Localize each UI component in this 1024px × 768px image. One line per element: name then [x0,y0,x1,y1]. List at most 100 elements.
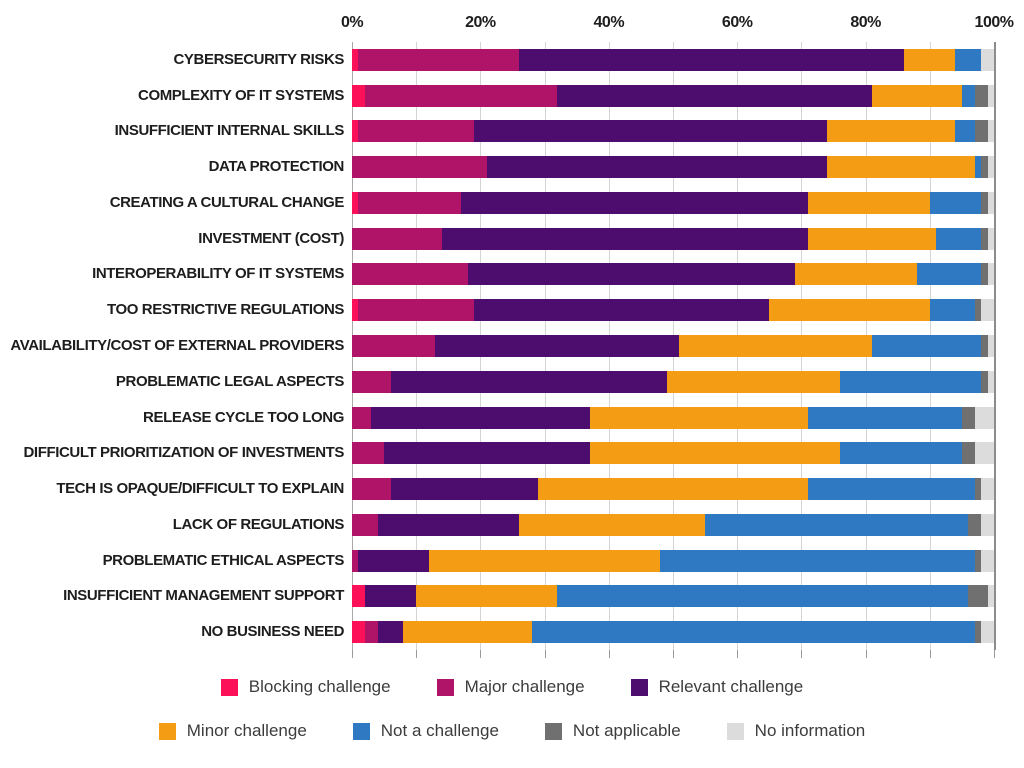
legend-item-major-challenge: Major challenge [436,677,585,697]
category-label: DATA PROTECTION [208,158,345,176]
x-axis-label-100: 100% [974,14,1014,31]
category-label: DIFFICULT PRIORITIZATION OF INVESTMENTS [23,444,345,462]
segment-relevant-challenge [377,513,519,536]
segment-not-applicable [968,513,982,536]
segment-no-information [987,335,994,357]
category-label: RELEASE CYCLE TOO LONG [143,408,344,426]
legend-item-no-information: No information [726,721,865,741]
segment-not-a-challenge [705,513,969,536]
segment-major-challenge [352,406,372,429]
bar-row [352,478,994,501]
x-axis-label-0: 0% [340,14,364,31]
segment-no-information [981,299,994,322]
bar-row [352,513,994,536]
segment-relevant-challenge [384,442,590,465]
segment-not-a-challenge [839,370,982,393]
segment-not-applicable [961,406,975,429]
segment-not-a-challenge [557,585,969,608]
segment-no-information [987,84,994,107]
segment-major-challenge [352,335,436,357]
segment-relevant-challenge [486,156,828,179]
legend-swatch [436,678,454,696]
axis-tick-50 [673,650,674,658]
legend-item-relevant-challenge: Relevant challenge [630,677,804,697]
segment-no-information [987,191,994,214]
legend-swatch [630,678,648,696]
segment-minor-challenge [403,621,532,644]
segment-blocking-challenge [352,299,359,322]
segment-relevant-challenge [371,406,590,429]
segment-relevant-challenge [435,335,680,357]
segment-minor-challenge [416,585,558,608]
segment-not-applicable [974,299,982,322]
segment-no-information [981,478,994,501]
category-label: TOO RESTRICTIVE REGULATIONS [107,301,344,319]
segment-major-challenge [352,442,385,465]
segment-no-information [987,263,994,286]
segment-minor-challenge [589,442,840,465]
segment-no-information [987,120,994,143]
category-labels: CYBERSECURITY RISKS COMPLEXITY OF IT SYST… [0,42,344,650]
segment-not-a-challenge [936,227,982,250]
segment-not-a-challenge [660,549,975,572]
segment-not-applicable [974,478,982,501]
segment-not-applicable [981,191,988,214]
segment-no-information [987,156,994,179]
segment-no-information [981,621,994,644]
segment-major-challenge [352,263,468,286]
bar-row [352,621,994,644]
legend-item-minor-challenge: Minor challenge [158,721,307,741]
segment-no-information [974,406,994,429]
segment-not-a-challenge [955,48,982,71]
segment-not-applicable [974,84,988,107]
x-axis-label-60: 60% [721,14,753,31]
segment-not-applicable [974,621,982,644]
axis-tick-0 [352,650,353,658]
segment-minor-challenge [827,156,975,179]
segment-not-a-challenge [531,621,975,644]
segment-minor-challenge [794,263,917,286]
segment-minor-challenge [518,513,706,536]
segment-relevant-challenge [364,585,417,608]
segment-minor-challenge [807,227,937,250]
segment-not-a-challenge [929,191,982,214]
segment-no-information [981,48,994,71]
segment-major-challenge [352,370,391,393]
segment-not-applicable [981,335,988,357]
segment-not-a-challenge [916,263,982,286]
category-label: TECH IS OPAQUE/DIFFICULT TO EXPLAIN [56,480,344,498]
category-label: CREATING A CULTURAL CHANGE [109,193,345,211]
bar-row [352,84,994,107]
segment-minor-challenge [679,335,872,357]
segment-minor-challenge [769,299,930,322]
axis-tick-20 [480,650,482,658]
legend-label: Not a challenge [380,721,499,740]
segment-not-a-challenge [807,406,962,429]
bar-row [352,335,994,357]
segment-blocking-challenge [352,585,365,608]
category-label: INTEROPERABILITY OF IT SYSTEMS [92,265,344,283]
segment-relevant-challenge [461,191,808,214]
segment-not-applicable [981,370,988,393]
legend-label: Relevant challenge [658,677,804,696]
legend-row-1: Blocking challenge Major challenge Relevan… [0,677,1024,697]
legend-item-blocking-challenge: Blocking challenge [220,677,391,697]
segment-not-a-challenge [961,84,975,107]
segment-not-a-challenge [974,156,982,179]
segment-not-a-challenge [929,299,975,322]
x-axis-tick-labels: 0% 20% 40% 60% 80% 100% [341,14,1014,38]
bar-row [352,549,994,572]
bar-row [352,120,994,143]
segment-major-challenge [352,478,391,501]
segment-relevant-challenge [557,84,872,107]
segment-relevant-challenge [377,621,404,644]
segment-minor-challenge [538,478,808,501]
segment-not-applicable [981,227,988,250]
segment-blocking-challenge [352,621,365,644]
segment-minor-challenge [904,48,956,71]
segment-minor-challenge [807,191,930,214]
axis-tick-90 [929,650,931,658]
segment-no-information [987,585,994,608]
legend-swatch [158,722,176,740]
segment-no-information [987,227,994,250]
